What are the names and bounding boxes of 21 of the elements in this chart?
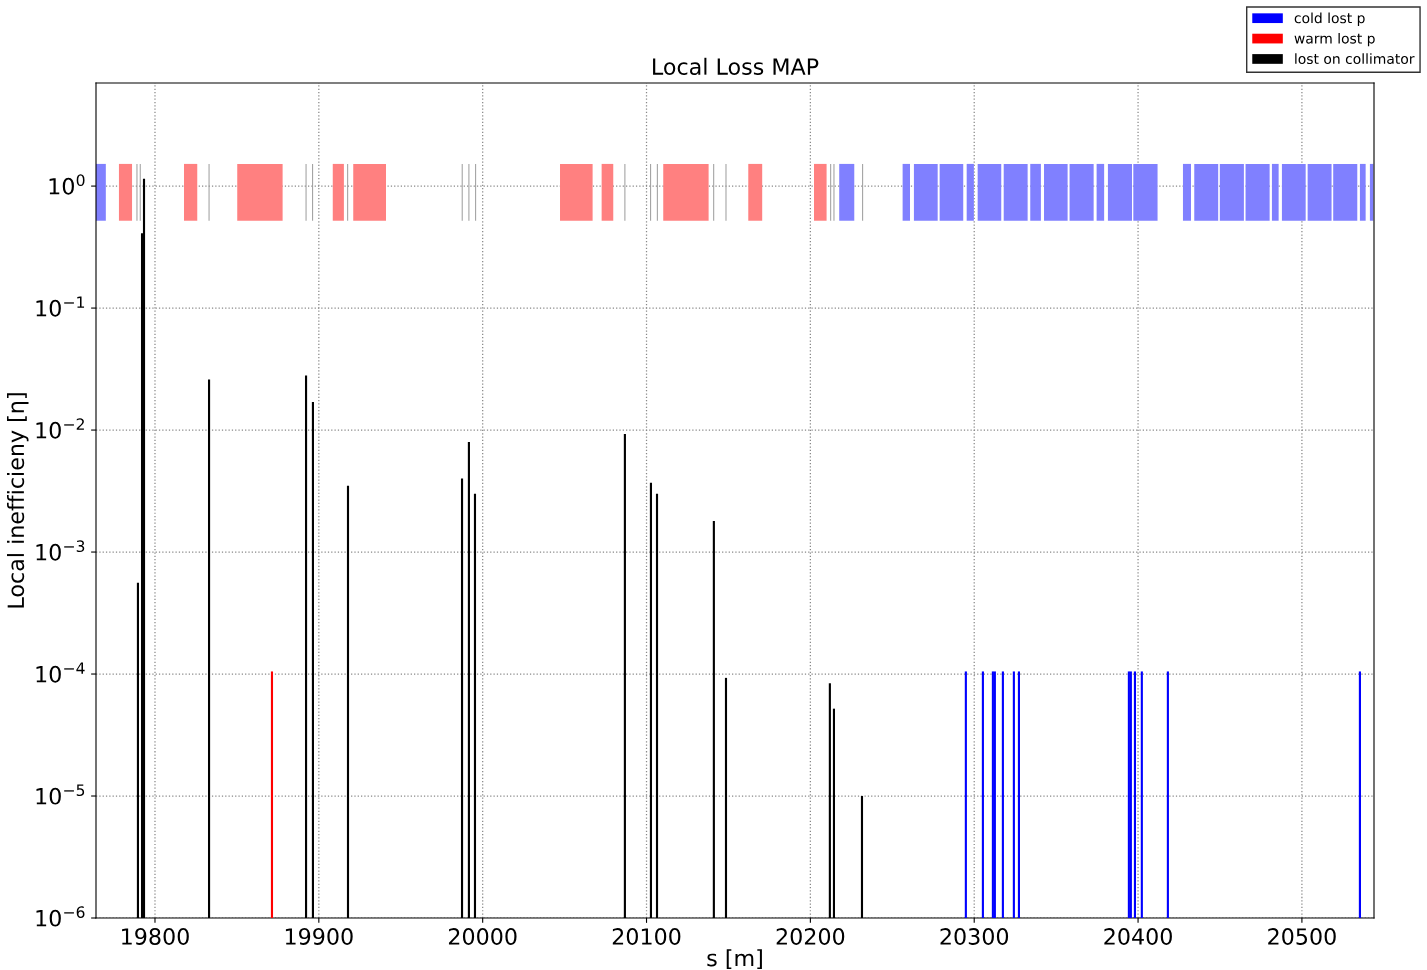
y-tick-label: 10$^{−3}$ xyxy=(36,540,85,561)
x-tick-label: 20100 xyxy=(612,928,681,945)
y-tick-label: 10$^{−2}$ xyxy=(36,418,84,439)
y-tick-label: 10$^{−6}$ xyxy=(36,906,85,927)
legend-label: lost on collimator xyxy=(1295,53,1415,65)
y-tick-label: 10$^{−5}$ xyxy=(36,784,85,805)
y-tick-label: 10$^{−4}$ xyxy=(36,662,85,683)
x-tick-label: 20500 xyxy=(1268,928,1336,945)
y-tick-label: 10$^{−1}$ xyxy=(36,296,85,317)
x-tick-label: 20200 xyxy=(776,928,845,945)
x-tick-label: 20400 xyxy=(1104,928,1172,945)
x-tick-label: 19900 xyxy=(285,928,353,945)
x-tick-label: 20000 xyxy=(448,928,517,945)
x-axis-title: s [m] xyxy=(707,949,762,970)
y-axis-title: Local inefficieny [η] xyxy=(6,393,29,608)
legend-label: warm lost p xyxy=(1294,32,1375,47)
x-tick-label: 19800 xyxy=(122,928,189,945)
x-tick-label: 20300 xyxy=(940,928,1009,945)
y-tick-label: 10$^{0}$ xyxy=(49,174,85,195)
legend-label: cold lost p xyxy=(1294,12,1365,26)
chart-title: Local Loss MAP xyxy=(653,57,819,75)
